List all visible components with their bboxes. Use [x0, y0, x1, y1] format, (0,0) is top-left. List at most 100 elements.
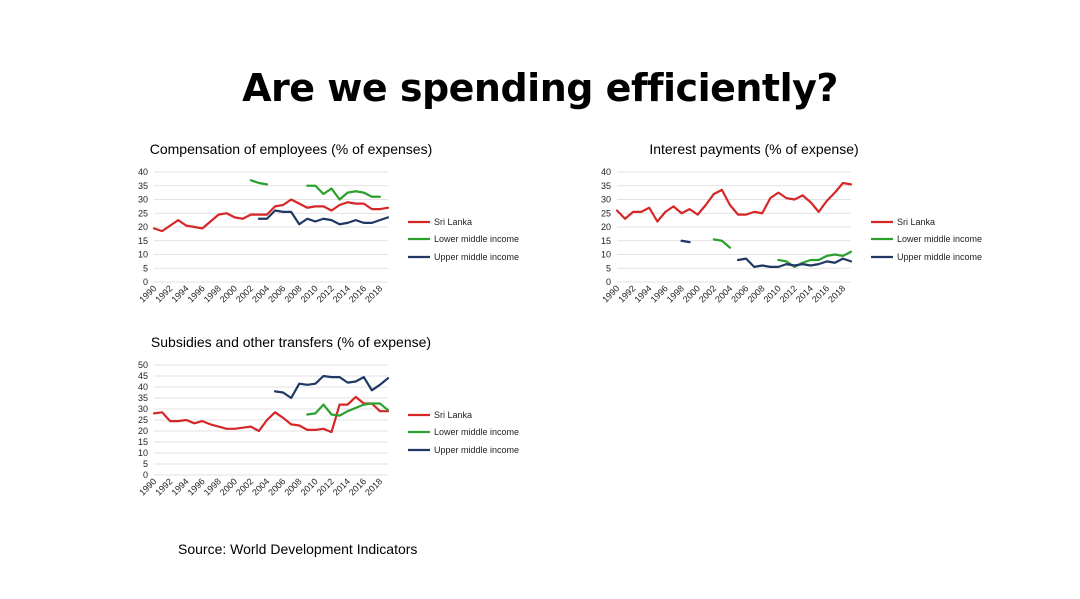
legend-label: Upper middle income [434, 445, 519, 455]
series-line-sri-lanka [152, 198, 390, 233]
y-tick-label: 0 [143, 470, 148, 480]
legend-label: Sri Lanka [897, 217, 935, 227]
chart-title: Compensation of employees (% of expenses… [150, 141, 432, 157]
x-tick-label: 2008 [282, 283, 303, 304]
x-tick-label: 1992 [616, 283, 637, 304]
y-tick-label: 15 [138, 437, 148, 447]
series-line-upper-middle-income [680, 239, 691, 244]
y-tick-label: 5 [143, 263, 148, 273]
y-tick-label: 45 [138, 371, 148, 381]
y-tick-label: 10 [138, 250, 148, 260]
series-line-lower-middle-income [306, 402, 390, 417]
x-tick-label: 2004 [713, 283, 734, 304]
y-tick-label: 5 [606, 263, 611, 273]
legend-label: Lower middle income [434, 427, 519, 437]
chart-svg: Interest payments (% of expense) 0 5 10 15 20… [600, 141, 982, 305]
y-tick-label: 0 [143, 277, 148, 287]
y-tick-label: 25 [138, 415, 148, 425]
y-tick-label: 30 [138, 404, 148, 414]
legend-label: Lower middle income [434, 234, 519, 244]
y-tick-label: 10 [138, 448, 148, 458]
y-tick-label: 35 [138, 181, 148, 191]
chart-title: Interest payments (% of expense) [649, 141, 858, 157]
x-tick-label: 1994 [169, 283, 190, 304]
x-tick-label: 1992 [153, 283, 174, 304]
y-tick-label: 25 [601, 208, 611, 218]
series-line-upper-middle-income [257, 209, 390, 226]
x-tick-label: 2012 [778, 283, 799, 304]
x-tick-label: 1990 [137, 476, 158, 497]
x-tick-label: 2014 [794, 283, 815, 304]
x-tick-label: 2002 [697, 283, 718, 304]
x-tick-label: 2000 [218, 476, 239, 497]
series-line-sri-lanka [152, 395, 390, 434]
y-tick-label: 0 [606, 277, 611, 287]
legend-label: Upper middle income [897, 252, 982, 262]
x-tick-label: 2002 [234, 476, 255, 497]
legend-label: Sri Lanka [434, 217, 472, 227]
y-tick-label: 15 [601, 236, 611, 246]
x-tick-label: 1998 [202, 476, 223, 497]
x-tick-label: 2018 [363, 283, 384, 304]
x-tick-label: 1996 [649, 283, 670, 304]
y-tick-label: 20 [138, 222, 148, 232]
x-tick-label: 1996 [186, 283, 207, 304]
x-tick-label: 2018 [363, 476, 384, 497]
x-tick-label: 2000 [681, 283, 702, 304]
interest-chart: Interest payments (% of expense) 0 5 10 15 20… [583, 138, 1003, 318]
x-tick-label: 1998 [665, 283, 686, 304]
y-tick-label: 30 [138, 195, 148, 205]
x-tick-label: 2014 [331, 476, 352, 497]
subsidies-chart: Subsidies and other transfers (% of expe… [120, 331, 540, 511]
x-tick-label: 1990 [137, 283, 158, 304]
x-tick-label: 2016 [347, 283, 368, 304]
series-line-lower-middle-income [306, 184, 382, 201]
x-tick-label: 2008 [282, 476, 303, 497]
x-tick-label: 2014 [331, 283, 352, 304]
y-tick-label: 40 [601, 167, 611, 177]
x-tick-label: 2012 [315, 283, 336, 304]
series-line-lower-middle-income [249, 179, 269, 186]
x-tick-label: 2002 [234, 283, 255, 304]
x-tick-label: 2004 [250, 283, 271, 304]
x-tick-label: 1992 [153, 476, 174, 497]
compensation-chart: Compensation of employees (% of expenses… [120, 138, 540, 318]
legend-label: Upper middle income [434, 252, 519, 262]
series-line-upper-middle-income [273, 374, 390, 400]
x-tick-label: 1994 [169, 476, 190, 497]
y-tick-label: 25 [138, 208, 148, 218]
x-tick-label: 2016 [347, 476, 368, 497]
x-tick-label: 2016 [810, 283, 831, 304]
x-tick-label: 2018 [826, 283, 847, 304]
x-tick-label: 2010 [762, 283, 783, 304]
chart-svg: Subsidies and other transfers (% of expe… [137, 334, 519, 498]
x-tick-label: 1996 [186, 476, 207, 497]
y-tick-label: 50 [138, 360, 148, 370]
slide-title: Are we spending efficiently? [242, 66, 838, 110]
x-tick-label: 1990 [600, 283, 621, 304]
x-tick-label: 2000 [218, 283, 239, 304]
x-tick-label: 2012 [315, 476, 336, 497]
y-tick-label: 35 [138, 393, 148, 403]
x-tick-label: 2008 [745, 283, 766, 304]
y-tick-label: 5 [143, 459, 148, 469]
y-tick-label: 10 [601, 250, 611, 260]
y-tick-label: 35 [601, 181, 611, 191]
series-line-lower-middle-income [712, 238, 732, 249]
y-tick-label: 20 [601, 222, 611, 232]
y-tick-label: 20 [138, 426, 148, 436]
y-tick-label: 40 [138, 167, 148, 177]
y-tick-label: 15 [138, 236, 148, 246]
series-line-upper-middle-income [736, 257, 853, 268]
x-tick-label: 2006 [729, 283, 750, 304]
x-tick-label: 2006 [266, 476, 287, 497]
x-tick-label: 1998 [202, 283, 223, 304]
source-note: Source: World Development Indicators [178, 541, 418, 557]
x-tick-label: 1994 [632, 283, 653, 304]
y-tick-label: 30 [601, 195, 611, 205]
x-tick-label: 2010 [299, 283, 320, 304]
x-tick-label: 2006 [266, 283, 287, 304]
chart-title: Subsidies and other transfers (% of expe… [151, 334, 431, 350]
chart-svg: Compensation of employees (% of expenses… [137, 141, 519, 305]
x-tick-label: 2010 [299, 476, 320, 497]
